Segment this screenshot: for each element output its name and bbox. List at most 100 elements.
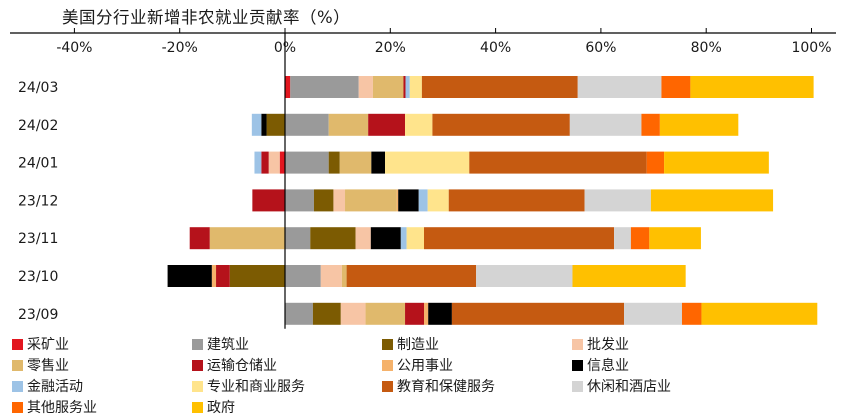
bar-segment (584, 189, 651, 212)
legend-label: 政府 (207, 400, 235, 416)
legend-item: 公用事业 (382, 355, 453, 375)
bar-segment (252, 189, 285, 212)
legend-item: 教育和保健服务 (382, 376, 495, 396)
bar-segment (641, 113, 660, 136)
bar-segment (428, 302, 452, 325)
category-labels: 24/03 24/02 24/01 23/12 23/11 23/10 23/09 (18, 80, 58, 323)
bar-segment (427, 189, 449, 212)
category-label: 24/03 (18, 80, 58, 96)
legend-swatch (192, 359, 203, 371)
bar-segment (405, 113, 433, 136)
bar-segment (209, 227, 285, 250)
bar-segment (358, 76, 373, 98)
bar-segment (346, 265, 477, 287)
legend-swatch (192, 380, 203, 392)
bar-segment (345, 189, 397, 212)
legend-item: 金融活动 (12, 376, 83, 396)
bar-segment (340, 302, 366, 325)
legend-label: 其他服务业 (27, 400, 97, 416)
x-tick-label: 100% (791, 40, 831, 56)
category-label: 24/02 (18, 118, 58, 134)
bar-segment (261, 151, 269, 174)
legend-swatch (572, 338, 583, 350)
bar-segment (372, 76, 404, 98)
legend-swatch (572, 380, 583, 392)
bar-segment (569, 113, 642, 136)
bar-segment (432, 113, 570, 136)
bar-segment (355, 227, 371, 250)
legend-label: 金融活动 (27, 379, 83, 395)
legend-swatch (12, 359, 23, 371)
bar-segment (285, 151, 329, 174)
bar-segment (266, 113, 285, 136)
bar-segment (341, 265, 347, 287)
bar-segment (421, 76, 578, 98)
bar-segment (469, 151, 647, 174)
legend-label: 采矿业 (27, 337, 69, 353)
legend-item: 建筑业 (192, 334, 249, 354)
bar-segment (368, 113, 406, 136)
legend-label: 专业和商业服务 (207, 379, 305, 395)
legend-swatch (12, 380, 23, 392)
bar-segment (572, 265, 686, 287)
bar-segment (320, 265, 342, 287)
legend-item: 政府 (192, 397, 235, 417)
bars-group (167, 76, 818, 325)
bar-segment (451, 302, 625, 325)
legend-swatch (192, 401, 203, 413)
bar-segment (664, 151, 769, 174)
bar-segment (400, 227, 407, 250)
legend-label: 信息业 (587, 358, 629, 374)
x-tick-label: 60% (585, 40, 616, 56)
bar-segment (279, 151, 285, 174)
legend-label: 教育和保健服务 (397, 379, 495, 395)
bar-segment (406, 227, 424, 250)
legend-swatch (572, 359, 583, 371)
legend-swatch (382, 380, 393, 392)
legend-swatch (192, 338, 203, 350)
bar-segment (189, 227, 210, 250)
bar-segment (409, 76, 422, 98)
bar-segment (285, 189, 314, 212)
bar-segment (423, 302, 429, 325)
bar-segment (261, 113, 267, 136)
bar-segment (371, 151, 386, 174)
bar-segment (251, 113, 262, 136)
legend-item: 采矿业 (12, 334, 69, 354)
x-tick-label: -20% (162, 40, 198, 56)
category-label: 23/09 (18, 307, 58, 323)
bar-segment (333, 189, 346, 212)
legend-item: 其他服务业 (12, 397, 97, 417)
bar-segment (167, 265, 212, 287)
bar-segment (365, 302, 406, 325)
bar-segment (650, 189, 774, 212)
bar-segment (630, 227, 650, 250)
bar-segment (285, 227, 311, 250)
stacked-bar-chart: -40% -20% 0% 20% 40% 60% 80% 100% 24/0324/0224/… (10, 28, 836, 329)
bar-segment (339, 151, 372, 174)
bar-segment (285, 265, 321, 287)
bar-segment (370, 227, 401, 250)
bar-segment (385, 151, 470, 174)
category-label: 24/01 (18, 156, 58, 172)
bar-segment (312, 302, 341, 325)
bar-segment (690, 76, 814, 98)
x-tick-label: 80% (691, 40, 722, 56)
category-label: 23/11 (18, 231, 58, 247)
bar-segment (285, 302, 313, 325)
bar-segment (216, 265, 230, 287)
x-tick-label: 20% (375, 40, 406, 56)
bar-segment (285, 113, 329, 136)
bar-segment (398, 189, 419, 212)
bar-segment (448, 189, 585, 212)
bar-segment (476, 265, 573, 287)
bar-segment (310, 227, 356, 250)
bar-segment (701, 302, 818, 325)
bar-segment (659, 113, 739, 136)
top-axis (10, 28, 836, 34)
bar-segment (405, 302, 424, 325)
legend-label: 休闲和酒店业 (587, 379, 671, 395)
x-tick-label: -40% (56, 40, 92, 56)
bar-segment (661, 76, 691, 98)
legend-label: 零售业 (27, 358, 69, 374)
